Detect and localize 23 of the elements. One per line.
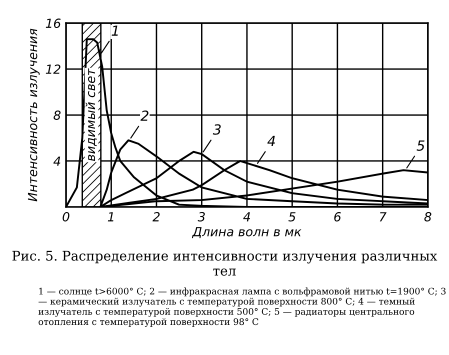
x-tick-label: 3 [198, 212, 205, 222]
x-tick-label: 8 [424, 212, 432, 222]
annotation: 4 [267, 136, 275, 146]
x-tick-label: 5 [288, 212, 296, 222]
annotation: 1 [112, 26, 118, 36]
text: 1 — солнце t>6000° C; 2 — инфракрасная лампа с вольфрамовой нитью t=1900° C; 3 — керамический излучатель с температурой поверхности 800° C; 4 — темный излучатель с температурой поверхности 500° C; 5 — радиаторы центрального отопления с температурой поверхности 98° C [38, 288, 446, 327]
x-tick-label: 4 [243, 212, 250, 222]
annotation: 2 [140, 110, 148, 121]
x-tick-label: 6 [334, 212, 341, 222]
band-label: видимый свет [86, 68, 97, 161]
x-tick-label: 0 [62, 212, 70, 222]
annotation: 5 [416, 140, 424, 151]
x-tick-label: 7 [380, 212, 387, 222]
x-tick-label: 2 [152, 212, 160, 222]
annotation: 3 [212, 124, 221, 135]
text: Рис. 5. Распределение интенсивности излучения различных тел [12, 250, 438, 276]
x-tick-label: 1 [108, 212, 114, 222]
x-axis-title: Длина волн в мк [192, 227, 302, 238]
y-tick-label: 8 [54, 110, 61, 120]
y-axis-title: Интенсивность излучения [28, 28, 40, 202]
y-tick-label: 4 [53, 156, 60, 166]
y-tick-label: 12 [46, 64, 60, 74]
y-tick-label: 16 [46, 18, 61, 28]
